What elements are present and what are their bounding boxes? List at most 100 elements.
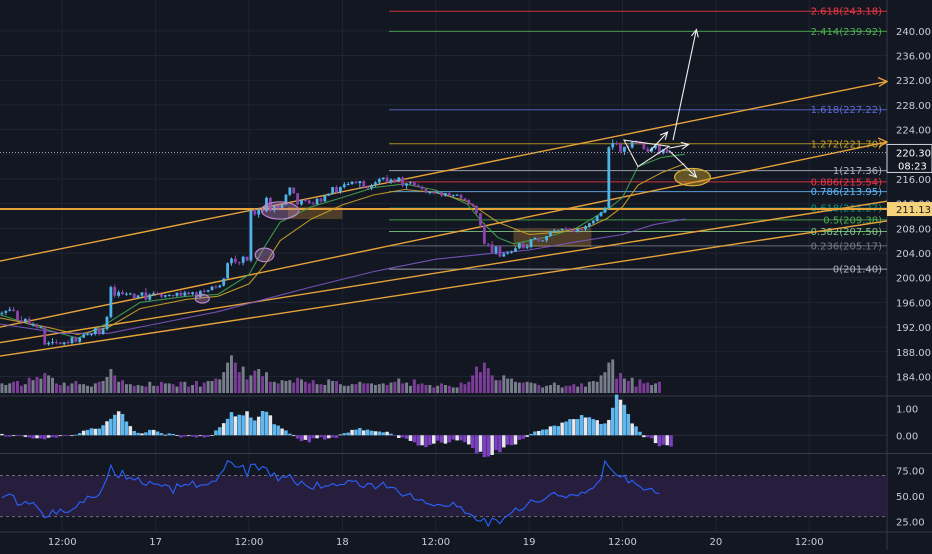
candle-37 (144, 287, 148, 301)
candle-14 (55, 339, 58, 345)
candle-body-95 (370, 185, 373, 189)
oscillator-bar-7 (27, 435, 31, 438)
volume-bar-92 (358, 381, 362, 393)
candle-91 (354, 180, 358, 184)
volume-bar-24 (93, 383, 97, 393)
oscillator-bar-55 (214, 430, 218, 436)
volume-bar-117 (455, 387, 459, 393)
oscillator-bar-27 (105, 421, 109, 436)
oscillator-bar-95 (369, 430, 374, 436)
projection-arrow-2 (672, 29, 697, 141)
candle-body-59 (230, 258, 233, 264)
volume-bar-61 (237, 372, 241, 393)
oscillator-bar-32 (124, 421, 129, 436)
fib-label-9: 0.382(207.50) (811, 227, 883, 238)
oscillator-bar-68 (264, 411, 269, 436)
candle-22 (86, 333, 89, 336)
oscillator-bar-57 (221, 423, 226, 436)
rsi-tick-label-1: 50.00 (896, 492, 925, 503)
candle-59 (230, 257, 233, 266)
candle-body-40 (156, 293, 159, 295)
volume-bar-124 (482, 362, 486, 393)
volume-bar-48 (187, 386, 191, 393)
oscillator-bar-37 (144, 432, 148, 436)
volume-bar-73 (284, 381, 288, 393)
volume-bar-118 (459, 382, 463, 393)
candle-body-39 (152, 293, 156, 295)
volume-bar-2 (8, 383, 12, 393)
candle-body-89 (346, 183, 350, 185)
candle-body-171 (665, 149, 669, 153)
candle-body-21 (82, 334, 86, 338)
oscillator-bar-115 (447, 435, 452, 443)
candle-body-75 (292, 187, 296, 194)
time-tick-label-8: 12:00 (795, 537, 824, 548)
oscillator-bar-93 (361, 430, 366, 436)
time-tick-label-3: 18 (336, 537, 349, 548)
candle-27 (105, 315, 109, 331)
candle-90 (350, 181, 354, 185)
volume-bar-156 (607, 362, 611, 393)
candle-body-118 (459, 194, 463, 199)
oscillator-bar-14 (54, 435, 59, 438)
volume-bar-71 (276, 383, 280, 393)
candle-body-42 (163, 295, 167, 297)
candle-body-149 (580, 229, 584, 231)
candle-160 (623, 146, 626, 155)
volume-bar-150 (584, 386, 587, 393)
candle-body-64 (249, 210, 253, 261)
candle-body-100 (389, 179, 393, 183)
marked-level-label: 211.13 (896, 205, 931, 216)
candle-133 (517, 243, 521, 250)
candle-body-150 (584, 226, 587, 230)
candle-body-88 (342, 184, 346, 188)
fib-label-11: 0(201.40) (833, 265, 882, 276)
volume-bar-111 (432, 387, 436, 393)
candle-113 (440, 192, 443, 198)
candle-body-108 (420, 186, 424, 189)
oscillator-bar-60 (233, 416, 238, 436)
oscillator-bar-42 (163, 434, 168, 436)
oscillator-bar-38 (148, 429, 152, 436)
oscillator-bar-39 (151, 429, 156, 436)
volume-bar-20 (78, 384, 82, 393)
candle-57 (222, 278, 226, 287)
oscillator-bar-64 (249, 417, 253, 436)
candle-body-71 (276, 205, 280, 208)
candle-35 (136, 294, 140, 299)
oscillator-bar-153 (595, 420, 599, 436)
volume-bar-146 (568, 385, 572, 393)
channel-line-upper (0, 80, 888, 262)
candle-30 (117, 290, 121, 298)
candle-body-102 (397, 177, 401, 182)
volume-bar-54 (210, 381, 214, 393)
volume-bar-128 (498, 380, 502, 393)
volume-bar-97 (377, 384, 381, 393)
oscillator-bar-136 (529, 433, 533, 436)
candle-83 (323, 194, 327, 202)
candle-86 (335, 185, 338, 194)
volume-bar-126 (490, 375, 494, 393)
candle-body-153 (595, 215, 599, 221)
highlight-ellipse-3 (673, 167, 711, 187)
volume-bar-162 (630, 377, 634, 393)
candle-body-56 (218, 285, 222, 288)
fib-label-5: 0.886(215.54) (811, 177, 883, 188)
candle-body-163 (634, 141, 638, 143)
candle-body-147 (572, 230, 576, 232)
price-tick-label-2: 192.00 (896, 323, 931, 334)
candle-body-35 (136, 295, 140, 299)
candle-body-136 (529, 239, 533, 247)
candle-body-30 (117, 292, 121, 296)
candle-119 (463, 198, 467, 201)
volume-bar-113 (440, 383, 444, 393)
oscillator-bar-142 (552, 425, 557, 436)
candle-109 (424, 188, 428, 194)
candle-body-53 (206, 290, 210, 292)
volume-bar-141 (549, 385, 552, 393)
candle-body-91 (354, 181, 358, 184)
time-tick-label-0: 12:00 (48, 537, 77, 548)
candle-125 (486, 243, 490, 247)
